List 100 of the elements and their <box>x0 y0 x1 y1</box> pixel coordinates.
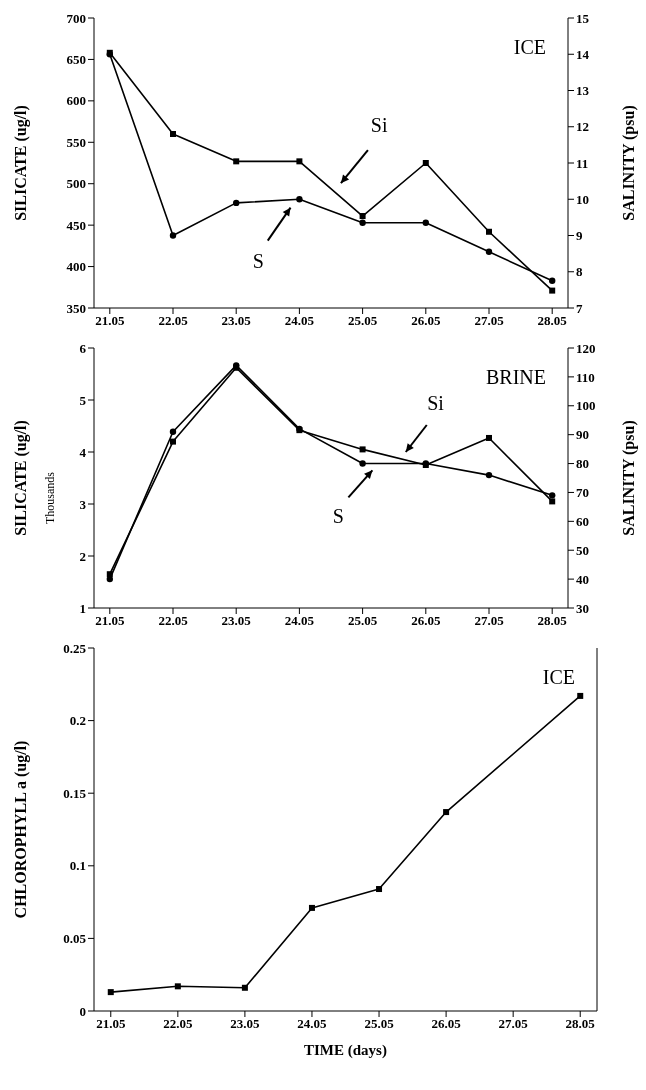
y2-axis-title: SALINITY (psu) <box>619 420 638 536</box>
point <box>486 434 492 441</box>
x-tick-label: 25.05 <box>347 313 378 329</box>
y2-tick-label: 120 <box>576 340 596 356</box>
y2-tick-label: 8 <box>576 264 583 280</box>
y-tick-label: 0 <box>79 1003 86 1019</box>
y2-tick-label: 11 <box>576 155 589 171</box>
y2-tick-label: 80 <box>576 456 589 472</box>
point <box>233 199 240 207</box>
y2-tick-label: 9 <box>576 228 583 244</box>
y2-tick-label: 15 <box>576 10 590 26</box>
y-tick-label: 2 <box>79 548 86 564</box>
y-axis-title: CHLOROPHYLL a (ug/l) <box>11 740 30 919</box>
x-tick-label: 23.05 <box>230 1016 261 1032</box>
y-tick-label: 6 <box>79 340 87 356</box>
point <box>422 160 429 166</box>
point <box>359 219 366 227</box>
point <box>376 886 383 893</box>
point <box>170 438 176 445</box>
y-tick-label: 700 <box>66 10 86 26</box>
annotation: ICE <box>542 666 575 688</box>
point <box>359 213 366 220</box>
y-axis-title: SILICATE (ug/l) <box>11 105 30 221</box>
x-tick-label: 22.05 <box>158 313 189 329</box>
x-tick-label: 24.05 <box>284 613 315 629</box>
x-tick-label: 27.05 <box>474 313 505 329</box>
x-tick-label: 27.05 <box>498 1016 529 1032</box>
annotation: ICE <box>513 36 546 58</box>
y-tick-label: 0.2 <box>69 713 86 729</box>
y2-axis-title: SALINITY (psu) <box>619 105 638 221</box>
x-axis-title: TIME (days) <box>304 1042 387 1059</box>
point <box>170 131 176 137</box>
x-tick-label: 24.05 <box>284 313 315 329</box>
x-tick-label: 28.05 <box>565 1016 596 1032</box>
x-tick-label: 28.05 <box>537 613 568 629</box>
point <box>308 904 315 911</box>
x-tick-label: 26.05 <box>411 313 441 329</box>
point <box>485 248 493 256</box>
point <box>549 492 556 499</box>
y2-tick-label: 40 <box>576 571 589 587</box>
point <box>359 446 366 453</box>
x-tick-label: 21.05 <box>96 1016 126 1032</box>
text: Si <box>370 114 388 137</box>
y2-tick-label: 14 <box>576 46 590 62</box>
point <box>359 460 366 467</box>
y-tick-label: 0.1 <box>69 858 86 874</box>
point <box>422 219 429 227</box>
x-tick-label: 27.05 <box>474 613 505 629</box>
y-tick-label: 450 <box>66 217 86 233</box>
y-tick-label: 500 <box>66 176 86 192</box>
point <box>485 471 493 479</box>
legend-label: S <box>252 250 264 273</box>
point <box>549 287 556 294</box>
y-tick-label: 650 <box>66 52 86 68</box>
y2-tick-label: 12 <box>576 119 589 135</box>
point <box>169 232 177 239</box>
y-tick-label: 5 <box>79 392 87 408</box>
y2-tick-label: 30 <box>576 600 589 616</box>
legend-label: S <box>332 504 344 527</box>
y-tick-label: 0.05 <box>63 931 87 947</box>
y-tick-label: 550 <box>66 134 86 150</box>
point <box>577 692 584 699</box>
y-tick-label: 400 <box>66 259 86 275</box>
y-axis-title: SILICATE (ug/l) <box>11 420 30 536</box>
point <box>549 498 556 505</box>
x-tick-label: 22.05 <box>158 613 189 629</box>
y-tick-label: 600 <box>66 93 86 109</box>
point <box>174 983 181 990</box>
x-tick-label: 24.05 <box>297 1016 328 1032</box>
y-tick-label: 0.25 <box>63 640 87 656</box>
x-tick-label: 25.05 <box>364 1016 395 1032</box>
text: Thousands <box>43 471 57 524</box>
y2-tick-label: 7 <box>576 300 583 316</box>
point <box>107 989 114 996</box>
point <box>241 984 248 991</box>
point <box>486 228 492 235</box>
y2-tick-label: 50 <box>576 542 589 558</box>
text: Si <box>427 391 445 414</box>
x-tick-label: 22.05 <box>163 1016 193 1032</box>
point <box>549 277 556 285</box>
y-tick-label: 350 <box>66 300 86 316</box>
point <box>233 158 240 165</box>
y2-tick-label: 110 <box>576 369 595 385</box>
y-tick-label: 0.15 <box>63 785 87 801</box>
y2-tick-label: 13 <box>576 83 590 99</box>
y2-tick-label: 90 <box>576 427 589 443</box>
y2-tick-label: 10 <box>576 191 589 207</box>
x-tick-label: 28.05 <box>537 313 568 329</box>
y2-tick-label: 70 <box>576 485 589 501</box>
x-tick-label: 25.05 <box>347 613 378 629</box>
point <box>169 428 177 435</box>
x-tick-label: 21.05 <box>95 313 125 329</box>
y-tick-label: 1 <box>79 600 86 616</box>
annotation: BRINE <box>486 366 546 388</box>
point <box>296 196 303 203</box>
x-tick-label: 21.05 <box>95 613 125 629</box>
point <box>443 809 450 816</box>
y2-tick-label: 100 <box>576 398 596 414</box>
x-tick-label: 26.05 <box>411 613 441 629</box>
x-tick-label: 26.05 <box>431 1016 462 1032</box>
